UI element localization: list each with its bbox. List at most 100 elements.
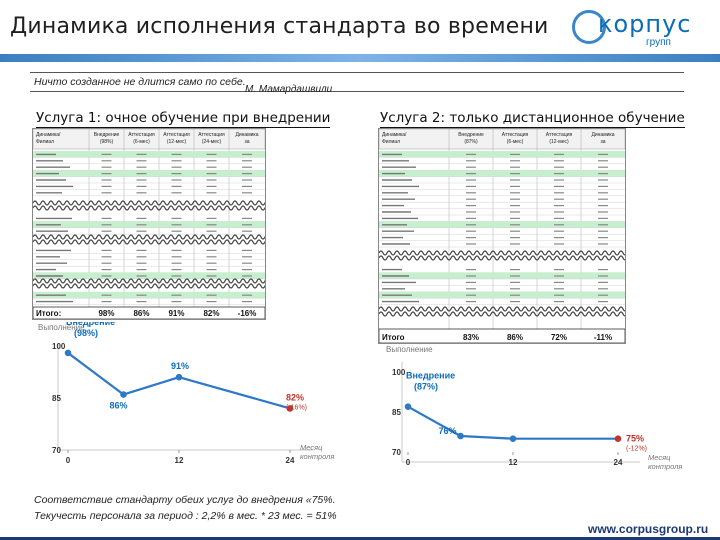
website-link[interactable]: www.corpusgroup.ru [588,522,709,536]
footer-note-1: Соответствие стандарту обеих услуг до вн… [34,494,336,506]
t1-total-cell: -16% [238,309,257,318]
t1-row [33,185,265,190]
c1-x-tick-label: 12 [175,456,184,465]
quote-author: М. Мамардашвили [245,84,333,95]
t1-row [33,151,265,158]
footer-note-2: Текучесть персонала за период : 2,2% в м… [34,510,337,522]
t1-total-cell: 91% [168,309,184,318]
t2-row [379,221,625,229]
t2-total-cell: 72% [551,333,567,342]
service1-heading: Услуга 1: очное обучение при внедрении [36,110,331,128]
table2-total-bg [379,328,625,343]
table2-header-bg [379,129,625,150]
c2-x-tick-label: 12 [509,458,518,467]
c1-point-label: Внедрение [66,322,115,327]
chart2-x-ticks: 0 12 24 [406,452,623,467]
c1-x-tick-label: 0 [66,456,71,465]
t1-row [33,272,265,280]
t2-row-highlight [379,291,625,299]
t1-row [33,268,265,273]
t2-row [379,268,625,273]
c1-y-tick-label: 70 [52,446,61,455]
table1-total-row: Итого: 98% 86% 91% 82% -16% [36,309,256,318]
chart1-y-ticks: 70 85 100 [52,342,66,455]
chart2-y-axis-label: Выполнение [386,345,433,354]
t2-row [379,204,625,209]
chart2-series-line [407,405,618,440]
table2-grid [379,129,625,329]
t1-header-cell: Аттестация [163,132,190,138]
t1-row-highlight [33,221,265,228]
t1-header-cell: Внедрение [94,132,120,138]
t2-break-wave [379,255,625,261]
c2-point [509,435,517,442]
service2-table-svg: Динамика/ФилиалВнедрение(87%)Аттестация(… [379,129,625,343]
t2-row [379,243,625,248]
c1-annotation: (-16%) [286,404,307,411]
t1-header-cell: Динамика [235,132,258,138]
t1-header-cell: (6-мес) [133,139,150,145]
chart1-points: Внедрение(98%) 86% 91% 82% (-16%) [64,322,307,412]
t1-header-cell: Аттестация [128,132,155,138]
t1-header-cell: за [244,139,249,145]
header-divider [0,54,720,62]
t2-row [379,288,625,293]
chart1-x-axis-label: Месяц контроля [300,443,334,461]
t2-row [379,192,625,197]
t2-row [379,185,625,190]
t1-row-highlight [33,151,265,158]
t2-row [379,160,625,164]
logo-ring-icon [572,10,606,44]
service1-table-svg: Динамика/ФилиалВнедрение(98%)Аттестация(… [33,129,265,319]
t2-row [379,151,625,158]
table1-header-row: Динамика/ФилиалВнедрение(98%)Аттестация(… [36,132,259,145]
t1-row [33,262,265,267]
c1-point [175,373,183,381]
chart2-x-axis-label: Месяц контроля [648,453,682,471]
t2-header-cell: Филиал [382,139,400,145]
t2-row [379,281,625,286]
t2-header-cell: Аттестация [502,132,529,138]
service2-heading: Услуга 2: только дистанционное обучение [380,110,685,128]
t1-row [33,256,265,261]
t1-total-cell: 86% [133,309,149,318]
t2-row [379,166,625,171]
t2-row-highlight [379,151,625,158]
t1-row-highlight [33,170,265,177]
t2-header-cell: Внедрение [458,132,484,138]
footer-divider [0,537,720,540]
page-title: Динамика исполнения стандарта во времени [10,14,549,39]
chart1-x-ticks: 0 12 24 [66,450,295,465]
t1-break-wave [33,278,265,284]
c2-x-tick-label: 24 [614,458,623,467]
logo-name: корпус [598,10,692,38]
table2-total-row: Итого 83% 86% 72% -11% [382,333,612,342]
t2-header-cell: (12-мес) [549,139,569,145]
t2-row [379,198,625,203]
t2-row [379,230,625,235]
t1-row [33,221,265,229]
c2-annotation: (-12%) [626,446,647,453]
t2-break-wave [379,250,625,256]
chart1-y-axis-label: Выполнение [38,323,85,332]
t1-break-wave [33,234,265,240]
t1-header-cell: Динамика/ [36,132,61,138]
t1-row [33,230,265,235]
c2-point-label: 76% [439,426,457,436]
t2-row-highlight [379,221,625,228]
c2-y-tick-label: 100 [392,368,406,377]
t2-header-cell: за [600,139,605,145]
t2-row-highlight [379,170,625,177]
t1-row [33,160,265,164]
chart1-series-line [67,352,291,410]
t2-header-cell: Динамика [591,132,614,138]
t1-header-cell: (98%) [100,139,114,145]
t2-total-cell: 86% [507,333,523,342]
t1-row [33,291,265,299]
c2-point-label: (87%) [414,382,438,392]
c2-y-tick-label: 70 [392,448,401,457]
chart2-points: Внедрение(87%) 76% 75% (-12%) [404,371,647,453]
quote-text: Ничто созданное не длится само по себе. [30,72,684,92]
c1-point-label: 91% [171,361,189,371]
service2-table: Динамика/Филиал Внедрение (87%) Аттестация(… [378,128,626,344]
